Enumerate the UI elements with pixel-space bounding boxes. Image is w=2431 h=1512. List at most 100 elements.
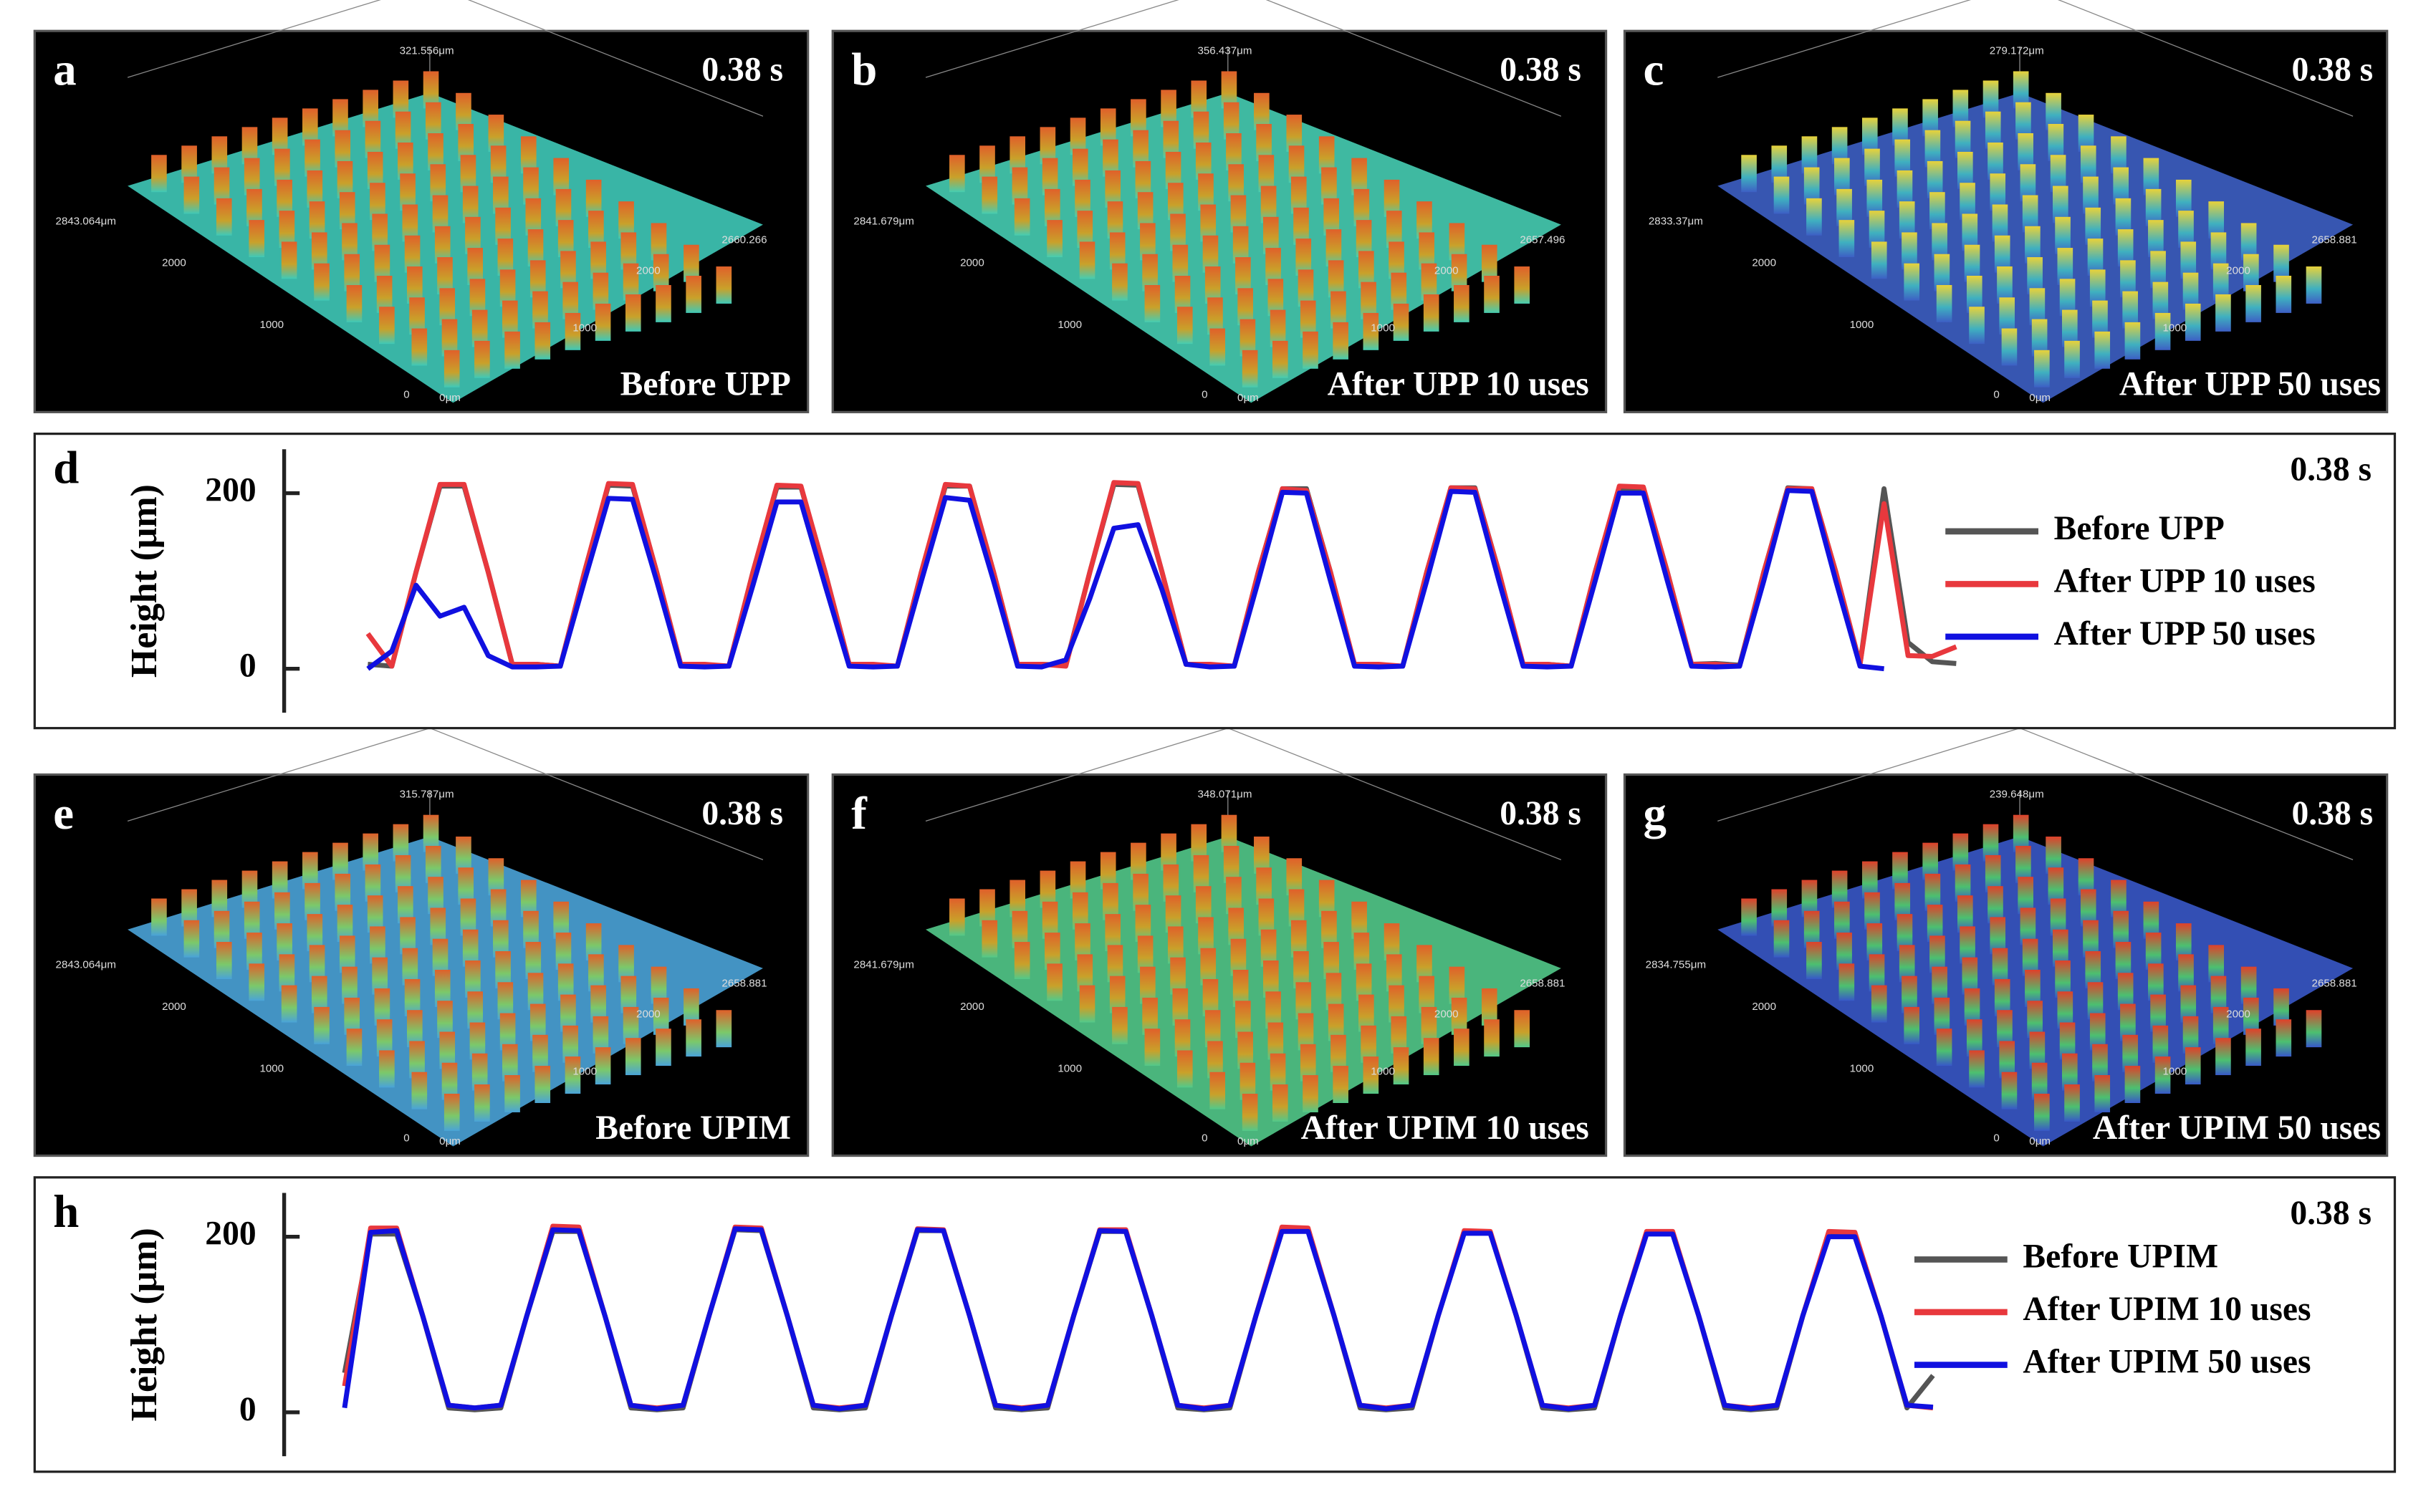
- z-axis-label: 356.437μm: [1197, 44, 1252, 57]
- x-axis-label: 2000: [636, 265, 661, 277]
- pillar: [1200, 204, 1217, 242]
- pillar: [1936, 284, 1952, 322]
- pillar: [623, 263, 639, 301]
- pillar: [302, 852, 318, 890]
- pillar: [1161, 90, 1176, 127]
- pillar: [249, 220, 265, 258]
- pillar: [1137, 192, 1154, 230]
- pillar: [1771, 145, 1788, 183]
- pillar: [363, 90, 378, 127]
- pillar: [2034, 1094, 2050, 1131]
- pillar: [1806, 942, 1822, 979]
- pillar: [565, 312, 581, 350]
- pillar: [249, 963, 265, 1001]
- pillar: [1899, 945, 1915, 983]
- pillar: [1070, 117, 1086, 155]
- pillar: [716, 1010, 732, 1048]
- panel-caption: After UPP 50 uses: [2119, 366, 2381, 403]
- pillar: [490, 145, 507, 183]
- pillar: [1240, 319, 1256, 357]
- pillar: [2053, 929, 2068, 967]
- pillar: [1321, 910, 1337, 948]
- pillar: [2306, 1010, 2322, 1048]
- y-axis-label: 2841.679μm: [853, 958, 914, 971]
- pillar: [2113, 910, 2129, 948]
- pillar: [1323, 198, 1339, 236]
- pillar: [2178, 211, 2194, 249]
- pillar: [1957, 895, 1973, 933]
- pillar: [1929, 935, 1945, 973]
- pillar: [1265, 248, 1281, 285]
- pillar: [376, 275, 393, 313]
- pillar: [2087, 982, 2104, 1020]
- panel-letter: e: [53, 788, 74, 839]
- pillar: [1042, 901, 1058, 939]
- pillar: [214, 910, 230, 948]
- pillar: [395, 854, 411, 892]
- pillar: [499, 1013, 516, 1051]
- pillar: [656, 284, 671, 322]
- panel-letter: f: [851, 788, 868, 839]
- pillar: [1242, 1094, 1258, 1131]
- pillar: [2185, 1047, 2201, 1085]
- z-axis-label: 315.787μm: [400, 789, 454, 801]
- pillar: [1801, 880, 1818, 918]
- pillar: [1105, 914, 1121, 952]
- pillar: [1221, 71, 1237, 109]
- y-axis-label: 0: [403, 1132, 409, 1145]
- pillar: [441, 319, 458, 357]
- pillar: [1955, 864, 1971, 902]
- pillar: [1300, 300, 1316, 338]
- panel-caption: Before UPIM: [595, 1109, 791, 1147]
- pillar: [684, 988, 699, 1026]
- pillar: [1290, 176, 1307, 214]
- pillar: [1170, 213, 1186, 251]
- pillar: [1838, 963, 1855, 1001]
- pillar: [2154, 312, 2171, 350]
- pillar: [2152, 281, 2169, 319]
- pillar: [465, 216, 481, 254]
- pillar: [1012, 910, 1028, 948]
- pillar: [1393, 1047, 1409, 1085]
- pillar: [281, 985, 297, 1023]
- chart-frame: [33, 1176, 2397, 1473]
- pillar: [1207, 297, 1223, 335]
- pillar: [1137, 935, 1154, 973]
- pillar: [363, 833, 378, 871]
- x-axis-label: 2658.881: [1520, 977, 1565, 989]
- pillar: [523, 167, 539, 205]
- pillar: [1333, 1066, 1348, 1103]
- pillar: [979, 145, 995, 183]
- pillar: [686, 1019, 701, 1057]
- pillar: [1174, 275, 1191, 313]
- pillar: [279, 211, 295, 249]
- pillar: [458, 124, 474, 161]
- pillar: [1230, 195, 1247, 233]
- pillar: [181, 145, 197, 183]
- pillar: [2089, 269, 2106, 307]
- pillar: [2055, 216, 2071, 254]
- pillar: [1303, 1075, 1318, 1112]
- pillar: [335, 130, 351, 168]
- pillar: [532, 1034, 548, 1072]
- pillar: [618, 201, 634, 239]
- pillar: [407, 266, 423, 304]
- pillar: [2210, 232, 2227, 270]
- y-axis-label: 0: [403, 389, 409, 401]
- pillar: [404, 978, 421, 1016]
- pillar: [1960, 926, 1975, 964]
- pillar: [1992, 204, 2008, 242]
- x-axis-label: 2657.496: [1520, 233, 1565, 246]
- pillar: [979, 889, 995, 927]
- pillar: [2057, 991, 2073, 1029]
- pillar: [502, 1044, 518, 1082]
- pillar: [1272, 1084, 1288, 1122]
- pillar: [1801, 136, 1818, 174]
- pillar: [1922, 99, 1938, 137]
- pillar: [1864, 892, 1880, 930]
- pillar: [1353, 933, 1370, 970]
- pillar: [1836, 933, 1852, 970]
- x-axis-label: 2660.266: [721, 233, 767, 246]
- pillar: [1070, 861, 1086, 899]
- pillar: [2117, 973, 2134, 1011]
